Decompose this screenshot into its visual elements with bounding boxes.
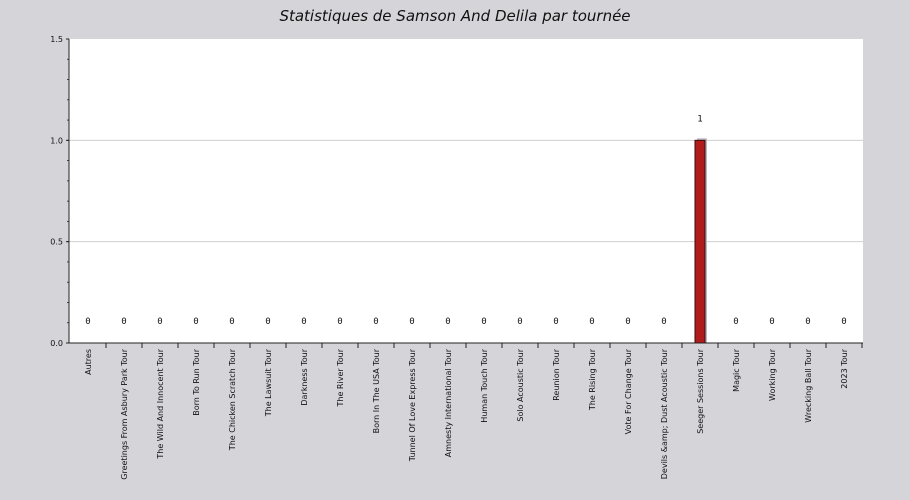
category-label: Devils &amp; Dust Acoustic Tour [660,348,669,479]
data-label: 0 [265,317,270,327]
grid-lines [69,139,863,243]
data-label: 0 [733,317,738,327]
data-label: 0 [481,317,486,327]
data-label: 0 [301,317,306,327]
value-labels: 0 0 0 0 0 0 0 0 0 0 0 0 0 0 0 0 0 1 0 0 0 0 [85,114,846,327]
category-label: Seeger Sessions Tour [696,348,705,433]
data-label: 1 [697,114,702,124]
category-label: 2023 Tour [840,348,849,388]
category-label: Vote For Change Tour [624,348,633,434]
data-label: 0 [445,317,450,327]
category-label: Greetings From Asbury Park Tour [120,348,129,479]
category-label: Working Tour [768,348,777,401]
data-label: 0 [409,317,414,327]
category-label: Human Touch Tour [480,348,489,422]
data-label: 0 [85,317,90,327]
data-label: 0 [157,317,162,327]
category-label: Reunion Tour [552,348,561,400]
category-label: Autres [84,349,93,375]
data-label: 0 [661,317,666,327]
data-label: 0 [337,317,342,327]
bars [694,138,707,344]
category-label: The Wild And Innocent Tour [156,348,165,459]
data-label: 0 [121,317,126,327]
data-label: 0 [769,317,774,327]
y-tick-label: 1.5 [50,35,63,44]
category-label: Amnesty International Tour [444,348,453,457]
data-label: 0 [517,317,522,327]
category-label: The Rising Tour [588,348,597,411]
category-label: The Chicken Scratch Tour [228,348,237,451]
y-tick-label: 0.5 [50,238,63,247]
category-label: The River Tour [336,348,345,407]
category-label: The Lawsuit Tour [264,348,273,417]
plot-area [69,39,863,343]
data-label: 0 [841,317,846,327]
data-label: 0 [229,317,234,327]
data-label: 0 [373,317,378,327]
x-axis-categories: Autres Greetings From Asbury Park Tour The… [84,348,849,479]
category-label: Born To Run Tour [192,348,201,415]
y-axis-ticks: 0.0 0.5 1.0 1.5 [50,35,69,348]
category-label: Tunnel Of Love Express Tour [408,348,417,462]
data-label: 0 [553,317,558,327]
axes [68,39,863,348]
data-label: 0 [589,317,594,327]
y-tick-label: 1.0 [50,136,63,145]
data-label: 0 [805,317,810,327]
data-label: 0 [193,317,198,327]
data-label: 0 [625,317,630,327]
chart-title: Statistiques de Samson And Delila par to… [279,7,630,25]
bar [694,139,706,344]
category-label: Solo Acoustic Tour [516,348,525,421]
category-label: Darkness Tour [300,348,309,405]
category-label: Born In The USA Tour [372,348,381,433]
category-label: Wrecking Ball Tour [804,348,813,422]
y-tick-label: 0.0 [50,339,63,348]
category-label: Magic Tour [732,348,741,392]
